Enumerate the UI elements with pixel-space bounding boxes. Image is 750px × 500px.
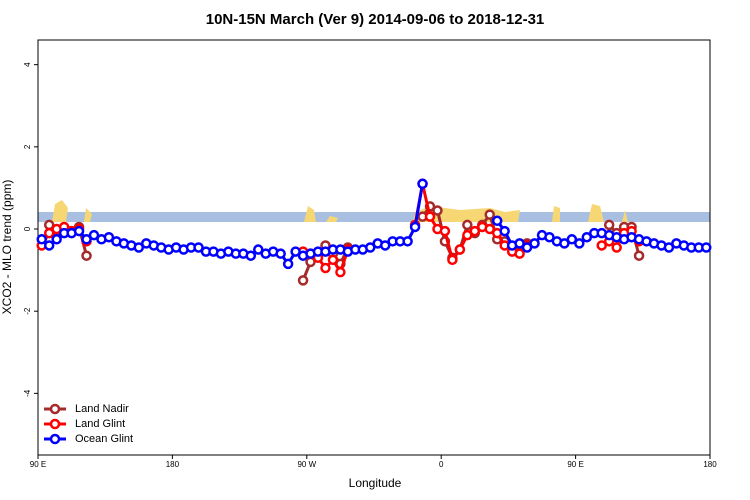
data-point xyxy=(282,258,294,270)
data-point xyxy=(521,242,533,253)
data-point xyxy=(432,205,443,216)
data-point xyxy=(424,211,436,222)
data-point xyxy=(103,231,115,243)
data-point xyxy=(663,242,675,253)
data-point xyxy=(417,178,428,190)
y-tick-label: 0 xyxy=(23,226,32,231)
data-point xyxy=(559,238,570,249)
data-point xyxy=(320,262,331,274)
data-point xyxy=(633,250,645,261)
land xyxy=(552,206,560,222)
data-point xyxy=(245,250,257,261)
data-point xyxy=(469,225,481,237)
data-point xyxy=(603,219,615,231)
series xyxy=(36,178,712,270)
data-point xyxy=(529,238,540,249)
data-point xyxy=(409,221,421,233)
y-axis-label: XCO2 - MLO trend (ppm) xyxy=(0,180,14,315)
data-point xyxy=(133,242,145,253)
x-tick-label: 0 xyxy=(439,460,444,469)
data-point xyxy=(499,225,510,237)
land xyxy=(84,208,92,222)
data-point xyxy=(581,231,593,243)
legend-marker xyxy=(49,403,61,415)
data-point xyxy=(335,266,346,278)
y-tick-label: -2 xyxy=(23,307,32,315)
legend-label: Land Nadir xyxy=(75,403,129,415)
x-tick-label: 180 xyxy=(166,460,180,469)
land xyxy=(588,204,604,222)
data-point xyxy=(439,225,451,237)
data-point xyxy=(365,242,376,253)
data-point xyxy=(81,250,92,261)
data-point xyxy=(43,240,55,251)
data-point xyxy=(566,234,578,245)
data-point xyxy=(81,234,92,245)
data-point xyxy=(290,246,301,257)
land xyxy=(304,206,316,222)
data-point xyxy=(454,244,466,255)
data-point xyxy=(327,254,339,266)
data-point xyxy=(462,219,473,231)
x-axis-label: Longitude xyxy=(349,476,402,490)
x-tick-label: 90 W xyxy=(297,460,316,469)
data-point xyxy=(574,238,585,249)
data-point xyxy=(51,234,62,245)
y-tick-label: 4 xyxy=(23,62,32,67)
data-point xyxy=(484,209,495,220)
data-point xyxy=(447,254,458,266)
legend-marker xyxy=(49,433,61,445)
data-point xyxy=(596,240,607,251)
data-point xyxy=(193,242,204,253)
legend: Land Nadir Land Glint Ocean Glint xyxy=(44,403,133,445)
data-point xyxy=(491,215,503,227)
x-tick-label: 180 xyxy=(703,460,717,469)
x-tick-label: 90 E xyxy=(567,460,583,469)
data-point xyxy=(73,225,85,237)
data-point xyxy=(484,223,495,235)
data-point xyxy=(36,234,47,245)
data-point xyxy=(297,275,309,286)
ocean-band xyxy=(38,212,710,222)
data-point xyxy=(402,236,413,247)
data-point xyxy=(253,244,264,255)
y-tick-label: -4 xyxy=(23,389,32,397)
x-tick-label: 90 E xyxy=(30,460,46,469)
chart-title: 10N-15N March (Ver 9) 2014-09-06 to 2018… xyxy=(206,11,545,28)
land xyxy=(326,216,338,222)
legend-label: Ocean Glint xyxy=(75,433,133,445)
data-point xyxy=(514,238,525,249)
data-point xyxy=(514,248,525,259)
data-point xyxy=(379,240,391,251)
data-point xyxy=(701,242,712,253)
land xyxy=(622,210,628,222)
land xyxy=(52,200,68,222)
y-tick-label: 2 xyxy=(23,144,32,149)
data-point xyxy=(275,248,286,259)
data-point xyxy=(544,231,555,243)
data-point xyxy=(88,229,100,241)
data-point xyxy=(462,229,473,241)
data-point xyxy=(611,242,622,253)
data-point xyxy=(43,227,55,239)
legend-label: Land Glint xyxy=(75,418,125,430)
legend-marker xyxy=(49,418,61,430)
